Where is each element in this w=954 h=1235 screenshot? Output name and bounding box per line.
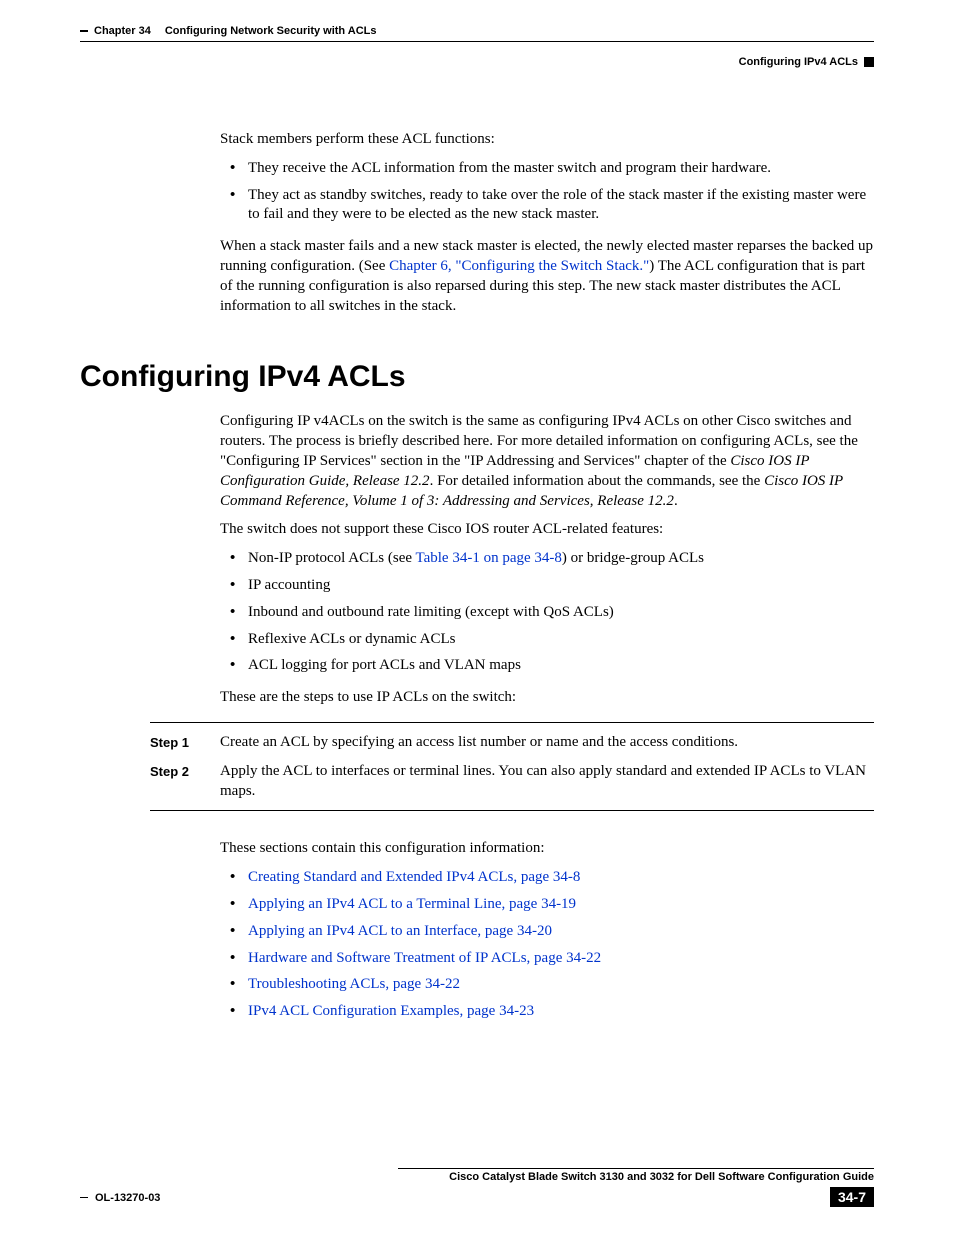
- list-item: IP accounting: [248, 576, 874, 596]
- text-run: ) or bridge-group ACLs: [562, 550, 704, 566]
- page-footer: Cisco Catalyst Blade Switch 3130 and 303…: [80, 1168, 874, 1207]
- step-label: Step 1: [150, 733, 220, 753]
- running-header: Chapter 34 Configuring Network Security …: [80, 25, 874, 37]
- section-title: Configuring IPv4 ACLs: [739, 56, 858, 68]
- list-item: Creating Standard and Extended IPv4 ACLs…: [248, 868, 874, 888]
- list-item: IPv4 ACL Configuration Examples, page 34…: [248, 1002, 874, 1022]
- list-item: Reflexive ACLs or dynamic ACLs: [248, 630, 874, 650]
- link-chapter6[interactable]: Chapter 6, "Configuring the Switch Stack…: [389, 258, 649, 274]
- footer-doc-id: OL-13270-03: [80, 1188, 160, 1206]
- list-item: Troubleshooting ACLs, page 34-22: [248, 975, 874, 995]
- toc-link[interactable]: Applying an IPv4 ACL to a Terminal Line,…: [248, 896, 576, 912]
- intro-para-2: When a stack master fails and a new stac…: [220, 237, 874, 316]
- page-number: 34-7: [830, 1187, 874, 1207]
- list-item: Applying an IPv4 ACL to a Terminal Line,…: [248, 895, 874, 915]
- chapter-label: Chapter 34: [94, 25, 151, 37]
- step-label: Step 2: [150, 762, 220, 802]
- header-rule: [80, 41, 874, 42]
- toc-link[interactable]: Applying an IPv4 ACL to an Interface, pa…: [248, 923, 552, 939]
- step-row: Step 2 Apply the ACL to interfaces or te…: [150, 762, 874, 802]
- intro-bullets: They receive the ACL information from th…: [220, 159, 874, 225]
- text-run: Non-IP protocol ACLs (see: [248, 550, 415, 566]
- footer-rule: [398, 1168, 874, 1169]
- step-separator: [150, 722, 874, 723]
- toc-link[interactable]: Troubleshooting ACLs, page 34-22: [248, 976, 460, 992]
- para-1: Configuring IP v4ACLs on the switch is t…: [220, 412, 874, 511]
- unsupported-list: Non-IP protocol ACLs (see Table 34-1 on …: [220, 549, 874, 676]
- footer-guide-title: Cisco Catalyst Blade Switch 3130 and 303…: [398, 1171, 874, 1183]
- steps-block: Step 1 Create an ACL by specifying an ac…: [150, 722, 874, 811]
- step-text: Create an ACL by specifying an access li…: [220, 733, 738, 753]
- footer-mini-rule: [80, 1197, 88, 1199]
- toc-link[interactable]: IPv4 ACL Configuration Examples, page 34…: [248, 1003, 534, 1019]
- list-item: Hardware and Software Treatment of IP AC…: [248, 949, 874, 969]
- list-item: Inbound and outbound rate limiting (exce…: [248, 603, 874, 623]
- list-item: ACL logging for port ACLs and VLAN maps: [248, 656, 874, 676]
- chapter-title: Configuring Network Security with ACLs: [165, 25, 377, 37]
- list-item: They act as standby switches, ready to t…: [248, 186, 874, 226]
- step-text: Apply the ACL to interfaces or terminal …: [220, 762, 874, 802]
- toc-link[interactable]: Hardware and Software Treatment of IP AC…: [248, 950, 601, 966]
- toc-link[interactable]: Creating Standard and Extended IPv4 ACLs…: [248, 869, 580, 885]
- page-heading: Configuring IPv4 ACLs: [80, 360, 874, 394]
- text-run: .: [674, 493, 678, 509]
- list-item: Applying an IPv4 ACL to an Interface, pa…: [248, 922, 874, 942]
- link-table341[interactable]: Table 34-1 on page 34-8: [415, 550, 561, 566]
- step-row: Step 1 Create an ACL by specifying an ac…: [150, 733, 874, 753]
- list-item: They receive the ACL information from th…: [248, 159, 874, 179]
- section-marker-box: [864, 57, 874, 67]
- text-run: . For detailed information about the com…: [430, 473, 765, 489]
- step-separator: [150, 810, 874, 811]
- header-rule-left: [80, 30, 88, 32]
- list-item: Non-IP protocol ACLs (see Table 34-1 on …: [248, 549, 874, 569]
- section-marker: Configuring IPv4 ACLs: [739, 56, 874, 68]
- para-4: These sections contain this configuratio…: [220, 839, 874, 859]
- para-3: These are the steps to use IP ACLs on th…: [220, 688, 874, 708]
- para-2: The switch does not support these Cisco …: [220, 520, 874, 540]
- toc-links: Creating Standard and Extended IPv4 ACLs…: [220, 868, 874, 1022]
- intro-para: Stack members perform these ACL function…: [220, 130, 874, 150]
